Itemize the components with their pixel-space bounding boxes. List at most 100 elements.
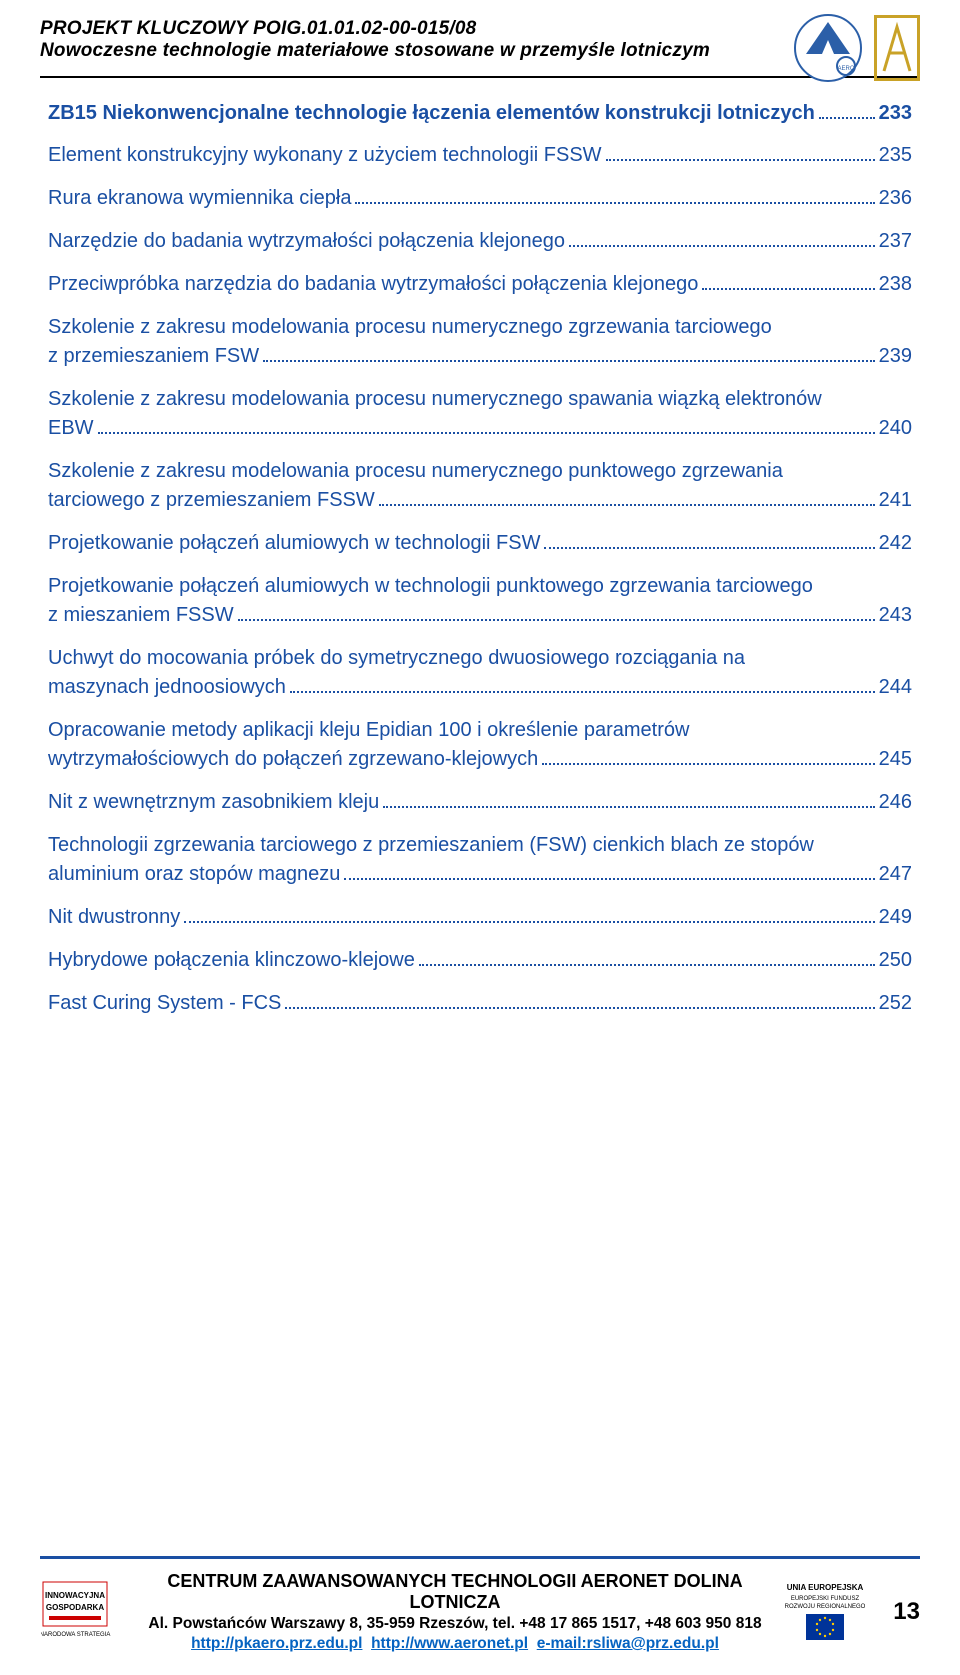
header-logos: AERO	[792, 12, 920, 84]
aeronet-logo-icon: AERO	[792, 12, 864, 84]
toc-entry: Hybrydowe połączenia klinczowo-klejowe 25…	[48, 946, 912, 975]
toc-entry: Rura ekranowa wymiennika ciepła 236	[48, 184, 912, 213]
toc-entry: Uchwyt do mocowania próbek do symetryczn…	[48, 644, 912, 702]
svg-text:AERO: AERO	[837, 66, 854, 72]
toc-entry-page: 250	[877, 946, 912, 975]
toc-entry-page: 243	[877, 601, 912, 630]
toc-entry-page: 240	[877, 414, 912, 443]
toc-leader	[544, 547, 874, 549]
toc-entry: Szkolenie z zakresu modelowania procesu …	[48, 313, 912, 371]
footer-link-aeronet[interactable]: http://www.aeronet.pl	[371, 1635, 528, 1652]
toc-entry-text: Szkolenie z zakresu modelowania procesu …	[48, 457, 912, 486]
footer-address: Al. Powstańców Warszawy 8, 35-959 Rzeszó…	[146, 1615, 764, 1633]
toc-entry-text: Projetkowanie połączeń alumiowych w tech…	[48, 572, 912, 601]
toc-leader	[344, 878, 874, 880]
svg-text:GOSPODARKA: GOSPODARKA	[46, 1603, 104, 1612]
eu-funds-logo-icon: INNOWACYJNA GOSPODARKA NARODOWA STRATEGI…	[40, 1576, 130, 1648]
toc-entry-page: 235	[877, 141, 912, 170]
toc-entry-text-cont: z mieszaniem FSSW	[48, 601, 234, 630]
svg-text:ROZWOJU REGIONALNEGO: ROZWOJU REGIONALNEGO	[785, 1604, 866, 1610]
header-divider	[40, 76, 920, 78]
toc-leader	[263, 360, 874, 362]
toc-entry: Opracowanie metody aplikacji kleju Epidi…	[48, 716, 912, 774]
toc-entry-page: 236	[877, 184, 912, 213]
footer-link-email[interactable]: e-mail:rsliwa@prz.edu.pl	[537, 1635, 719, 1652]
toc-entry: Nit dwustronny 249	[48, 903, 912, 932]
toc-entry-text: Rura ekranowa wymiennika ciepła	[48, 184, 351, 213]
toc-leader	[702, 288, 874, 290]
svg-text:NARODOWA STRATEGIA: NARODOWA STRATEGIA	[41, 1632, 110, 1638]
footer-links: http://pkaero.prz.edu.pl http://www.aero…	[146, 1635, 764, 1653]
toc-entry-text: Nit z wewnętrznym zasobnikiem kleju	[48, 788, 379, 817]
toc-entry-text: Element konstrukcyjny wykonany z użyciem…	[48, 141, 602, 170]
toc-list: Element konstrukcyjny wykonany z użyciem…	[48, 141, 912, 1018]
toc-leader	[606, 159, 875, 161]
footer-divider	[40, 1556, 920, 1559]
toc-entry: Element konstrukcyjny wykonany z użyciem…	[48, 141, 912, 170]
toc-entry-text-cont: EBW	[48, 414, 94, 443]
toc-entry-text: Hybrydowe połączenia klinczowo-klejowe	[48, 946, 415, 975]
toc-entry-text-cont: maszynach jednoosiowych	[48, 673, 286, 702]
toc-entry: Nit z wewnętrznym zasobnikiem kleju 246	[48, 788, 912, 817]
toc-content: ZB15 Niekonwencjonalne technologie łącze…	[0, 82, 960, 1018]
toc-entry-text: Opracowanie metody aplikacji kleju Epidi…	[48, 716, 912, 745]
toc-leader	[285, 1007, 874, 1009]
toc-leader	[238, 619, 875, 621]
toc-leader	[542, 763, 874, 765]
toc-entry-text: Technologii zgrzewania tarciowego z prze…	[48, 831, 912, 860]
toc-entry-text: Projetkowanie połączeń alumiowych w tech…	[48, 529, 540, 558]
toc-entry-text-cont: z przemieszaniem FSW	[48, 342, 259, 371]
toc-entry: Przeciwpróbka narzędzia do badania wytrz…	[48, 270, 912, 299]
page-header: PROJEKT KLUCZOWY POIG.01.01.02-00-015/08…	[0, 0, 960, 70]
toc-entry-text: Przeciwpróbka narzędzia do badania wytrz…	[48, 270, 698, 299]
toc-entry-text: Szkolenie z zakresu modelowania procesu …	[48, 313, 912, 342]
toc-section-heading: ZB15 Niekonwencjonalne technologie łącze…	[48, 100, 912, 127]
toc-entry-page: 242	[877, 529, 912, 558]
toc-leader	[569, 245, 875, 247]
toc-entry-page: 247	[877, 860, 912, 889]
toc-entry-text: Nit dwustronny	[48, 903, 180, 932]
partner-logo-icon	[874, 15, 920, 81]
toc-section-title-text: ZB15 Niekonwencjonalne technologie łącze…	[48, 100, 815, 127]
toc-entry-page: 245	[877, 745, 912, 774]
toc-entry-page: 239	[877, 342, 912, 371]
toc-entry: Fast Curing System - FCS 252	[48, 989, 912, 1018]
toc-leader	[819, 117, 875, 119]
toc-entry-page: 237	[877, 227, 912, 256]
toc-leader	[419, 964, 875, 966]
toc-entry-text: Fast Curing System - FCS	[48, 989, 281, 1018]
toc-entry-page: 252	[877, 989, 912, 1018]
toc-entry: Projetkowanie połączeń alumiowych w tech…	[48, 529, 912, 558]
toc-entry-page: 244	[877, 673, 912, 702]
svg-text:INNOWACYJNA: INNOWACYJNA	[45, 1591, 105, 1600]
toc-entry-page: 249	[877, 903, 912, 932]
toc-entry-text-cont: aluminium oraz stopów magnezu	[48, 860, 340, 889]
toc-entry: Technologii zgrzewania tarciowego z prze…	[48, 831, 912, 889]
page-number: 13	[886, 1598, 920, 1626]
header-project-title: Nowoczesne technologie materiałowe stoso…	[40, 40, 920, 62]
header-project-code: PROJEKT KLUCZOWY POIG.01.01.02-00-015/08	[40, 18, 920, 40]
footer-org-name: CENTRUM ZAAWANSOWANYCH TECHNOLOGII AERON…	[146, 1571, 764, 1613]
svg-text:UNIA EUROPEJSKA: UNIA EUROPEJSKA	[787, 1583, 864, 1592]
eu-flag-logo-icon: UNIA EUROPEJSKA EUROPEJSKI FUNDUSZ ROZWO…	[780, 1580, 870, 1644]
toc-entry: Narzędzie do badania wytrzymałości połąc…	[48, 227, 912, 256]
svg-text:EUROPEJSKI FUNDUSZ: EUROPEJSKI FUNDUSZ	[791, 1596, 860, 1602]
footer-link-pkaero[interactable]: http://pkaero.prz.edu.pl	[191, 1635, 362, 1652]
toc-entry-page: 241	[877, 486, 912, 515]
toc-entry-page: 238	[877, 270, 912, 299]
toc-section-page: 233	[877, 100, 912, 127]
toc-leader	[184, 921, 874, 923]
toc-entry: Szkolenie z zakresu modelowania procesu …	[48, 385, 912, 443]
toc-entry: Projetkowanie połączeń alumiowych w tech…	[48, 572, 912, 630]
toc-leader	[355, 202, 874, 204]
toc-entry-page: 246	[877, 788, 912, 817]
toc-leader	[290, 691, 875, 693]
toc-leader	[383, 806, 874, 808]
toc-entry-text: Narzędzie do badania wytrzymałości połąc…	[48, 227, 565, 256]
toc-leader	[379, 504, 875, 506]
toc-entry-text-cont: wytrzymałościowych do połączeń zgrzewano…	[48, 745, 538, 774]
toc-entry-text: Szkolenie z zakresu modelowania procesu …	[48, 385, 912, 414]
page-footer: INNOWACYJNA GOSPODARKA NARODOWA STRATEGI…	[0, 1556, 960, 1675]
toc-leader	[98, 432, 875, 434]
footer-center-block: CENTRUM ZAAWANSOWANYCH TECHNOLOGII AERON…	[146, 1571, 764, 1653]
